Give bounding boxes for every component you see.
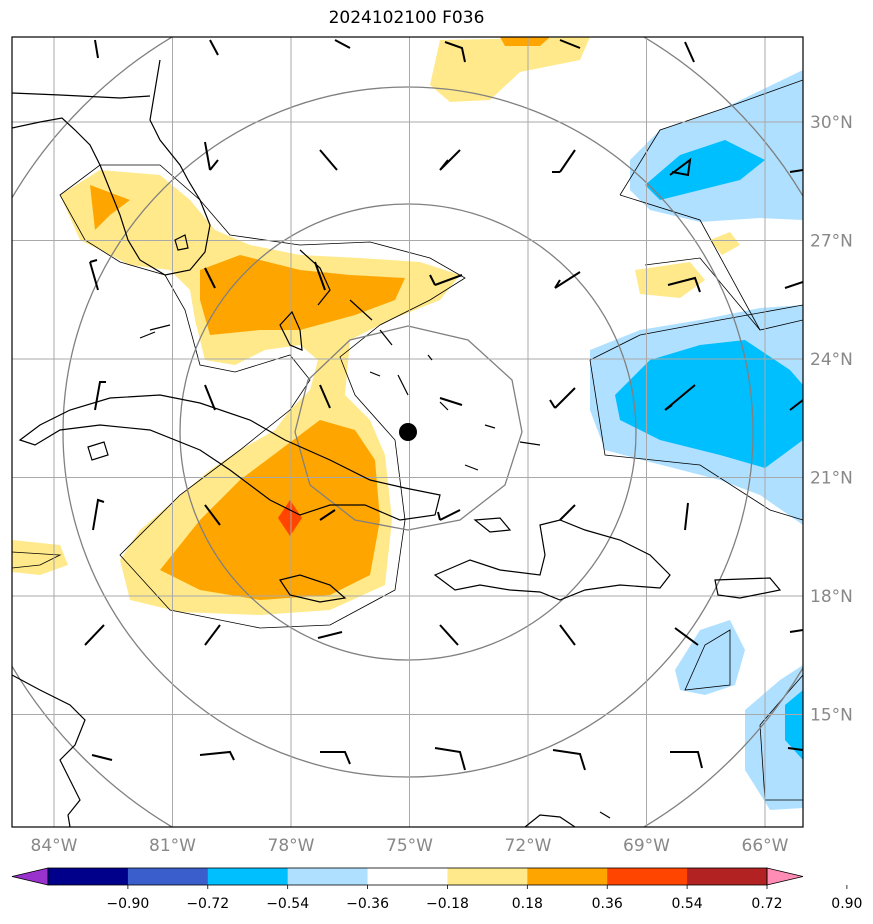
range-rings [12,37,803,827]
colorbar-extend-high [766,867,804,886]
lon-tick-label: 72°W [505,836,552,856]
latitude-labels: 30°N 27°N 24°N 21°N 18°N 15°N [810,113,853,726]
colorbar-segment [687,868,768,885]
colorbar-tick-label: 0.90 [831,896,862,912]
colorbar-tick-label: 0.18 [512,896,543,912]
colorbar-segment [527,868,608,885]
wind-barbs [84,39,803,771]
lat-tick-label: 21°N [810,469,853,489]
lat-tick-label: 27°N [810,232,853,252]
lon-tick-label: 75°W [386,836,433,856]
colorbar-extend-low [11,867,49,886]
lon-tick-label: 69°W [623,836,670,856]
colorbar [11,867,804,886]
graticule [12,37,803,827]
colorbar-tick-label: −0.90 [106,896,149,912]
lat-tick-label: 18°N [810,587,853,607]
colorbar-tick-label: −0.18 [426,896,469,912]
coastlines [12,59,782,827]
colorbar-segment [127,868,209,885]
lat-tick-label: 15°N [810,706,853,726]
colorbar-segment [607,868,688,885]
colorbar-tick-labels: −0.90 −0.72 −0.54 −0.36 −0.18 0.18 0.36 0.54 0.7… [106,885,862,912]
colorbar-segment [287,868,369,885]
lat-tick-label: 24°N [810,350,853,370]
positive-anomaly-contours [12,37,740,615]
lon-tick-label: 66°W [742,836,789,856]
map-frame [11,36,804,828]
colorbar-segment [48,868,129,885]
colorbar-tick-label: −0.72 [186,896,229,912]
colorbar-outline [47,867,768,886]
colorbar-tick-label: −0.36 [346,896,389,912]
storm-center-marker [399,423,417,441]
colorbar-segment [367,868,448,885]
map-title: 2024102100 F036 [328,8,485,28]
colorbar-tick-label: 0.72 [751,896,782,912]
colorbar-tick-label: 0.36 [592,896,623,912]
lon-tick-label: 84°W [31,836,78,856]
lat-tick-label: 30°N [810,113,853,133]
longitude-labels: 84°W 81°W 78°W 75°W 72°W 69°W 66°W [31,836,789,856]
colorbar-tick-label: −0.54 [266,896,309,912]
colorbar-segment [447,868,528,885]
negative-anomaly-contours [590,70,803,810]
lon-tick-label: 78°W [268,836,315,856]
colorbar-tick-label: 0.54 [672,896,703,912]
colorbar-segment [207,868,289,885]
lon-tick-label: 81°W [149,836,196,856]
